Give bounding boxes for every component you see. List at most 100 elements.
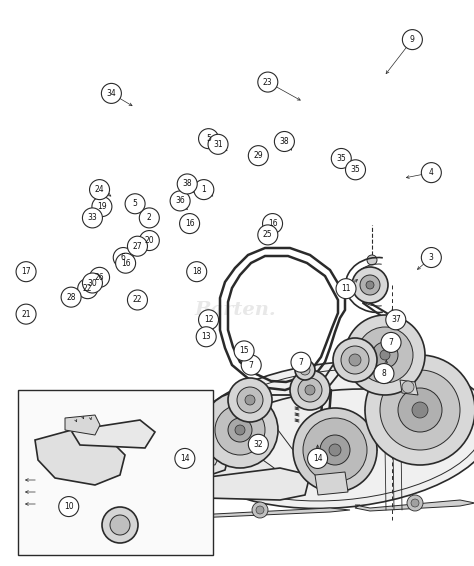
Circle shape	[199, 310, 219, 330]
Circle shape	[380, 350, 390, 360]
Circle shape	[320, 435, 350, 465]
Text: 35: 35	[337, 154, 346, 163]
Circle shape	[274, 131, 294, 152]
Circle shape	[78, 278, 98, 299]
Polygon shape	[180, 468, 310, 500]
Circle shape	[295, 360, 315, 380]
Text: 3: 3	[429, 253, 434, 262]
Text: 2: 2	[147, 213, 152, 222]
Circle shape	[305, 385, 315, 395]
Text: 32: 32	[254, 440, 263, 449]
Circle shape	[16, 261, 36, 282]
Circle shape	[381, 332, 401, 353]
Circle shape	[372, 342, 398, 368]
Text: 19: 19	[97, 202, 107, 211]
Circle shape	[128, 236, 147, 256]
FancyBboxPatch shape	[18, 390, 213, 555]
Circle shape	[245, 395, 255, 405]
Circle shape	[175, 448, 195, 469]
Circle shape	[421, 162, 441, 183]
Circle shape	[139, 230, 159, 251]
Circle shape	[82, 273, 102, 293]
Text: 25: 25	[263, 230, 273, 239]
Polygon shape	[165, 508, 350, 518]
Circle shape	[258, 225, 278, 245]
Circle shape	[374, 363, 394, 384]
Text: 11: 11	[341, 284, 351, 293]
Circle shape	[82, 208, 102, 228]
Circle shape	[346, 160, 365, 180]
Circle shape	[102, 507, 138, 543]
Text: 12: 12	[204, 315, 213, 324]
Circle shape	[235, 425, 245, 435]
Text: 15: 15	[239, 346, 249, 355]
Circle shape	[252, 502, 268, 518]
Circle shape	[177, 174, 197, 194]
Circle shape	[187, 261, 207, 282]
Text: 14: 14	[313, 454, 322, 463]
Circle shape	[291, 352, 311, 372]
Text: 28: 28	[66, 293, 76, 302]
Polygon shape	[400, 380, 418, 395]
Circle shape	[300, 365, 310, 375]
Text: 37: 37	[391, 315, 401, 324]
Circle shape	[237, 387, 263, 413]
Polygon shape	[35, 425, 125, 485]
Circle shape	[407, 495, 423, 511]
Polygon shape	[155, 435, 220, 465]
Circle shape	[293, 408, 377, 492]
Text: 5: 5	[206, 134, 211, 143]
Text: 9: 9	[410, 35, 415, 44]
Circle shape	[125, 194, 145, 214]
Circle shape	[158, 455, 178, 475]
Text: Barten.: Barten.	[194, 301, 276, 319]
Circle shape	[263, 213, 283, 234]
Text: 21: 21	[21, 310, 31, 319]
Circle shape	[208, 134, 228, 155]
Text: 10: 10	[64, 502, 73, 511]
Circle shape	[402, 381, 414, 393]
Polygon shape	[355, 500, 474, 511]
Circle shape	[412, 402, 428, 418]
Polygon shape	[148, 415, 230, 480]
Text: 6: 6	[121, 253, 126, 262]
Circle shape	[367, 255, 377, 265]
Circle shape	[90, 179, 109, 200]
Circle shape	[248, 145, 268, 166]
Circle shape	[215, 405, 265, 455]
Ellipse shape	[185, 362, 474, 508]
Circle shape	[298, 378, 322, 402]
Circle shape	[234, 341, 254, 361]
Text: 34: 34	[107, 89, 116, 98]
Circle shape	[59, 496, 79, 517]
Text: 5: 5	[133, 199, 137, 208]
Circle shape	[365, 355, 474, 465]
Circle shape	[194, 179, 214, 200]
Text: 27: 27	[133, 242, 142, 251]
Circle shape	[303, 418, 367, 482]
Text: 1: 1	[201, 185, 206, 194]
Circle shape	[308, 448, 328, 469]
Polygon shape	[315, 472, 348, 495]
Text: 29: 29	[254, 151, 263, 160]
Text: 24: 24	[95, 185, 104, 194]
Circle shape	[349, 354, 361, 366]
Text: 30: 30	[88, 278, 97, 288]
Text: 26: 26	[95, 273, 104, 282]
Polygon shape	[148, 458, 290, 490]
Circle shape	[61, 287, 81, 307]
Circle shape	[386, 310, 406, 330]
Text: 7: 7	[299, 358, 303, 367]
Text: 18: 18	[192, 267, 201, 276]
Circle shape	[402, 29, 422, 50]
Text: 7: 7	[249, 361, 254, 370]
Circle shape	[256, 506, 264, 514]
Circle shape	[380, 370, 460, 450]
Polygon shape	[65, 415, 100, 435]
Text: 36: 36	[175, 196, 185, 205]
Circle shape	[90, 267, 109, 288]
Circle shape	[199, 128, 219, 149]
Circle shape	[16, 304, 36, 324]
Text: 38: 38	[280, 137, 289, 146]
Circle shape	[170, 191, 190, 211]
